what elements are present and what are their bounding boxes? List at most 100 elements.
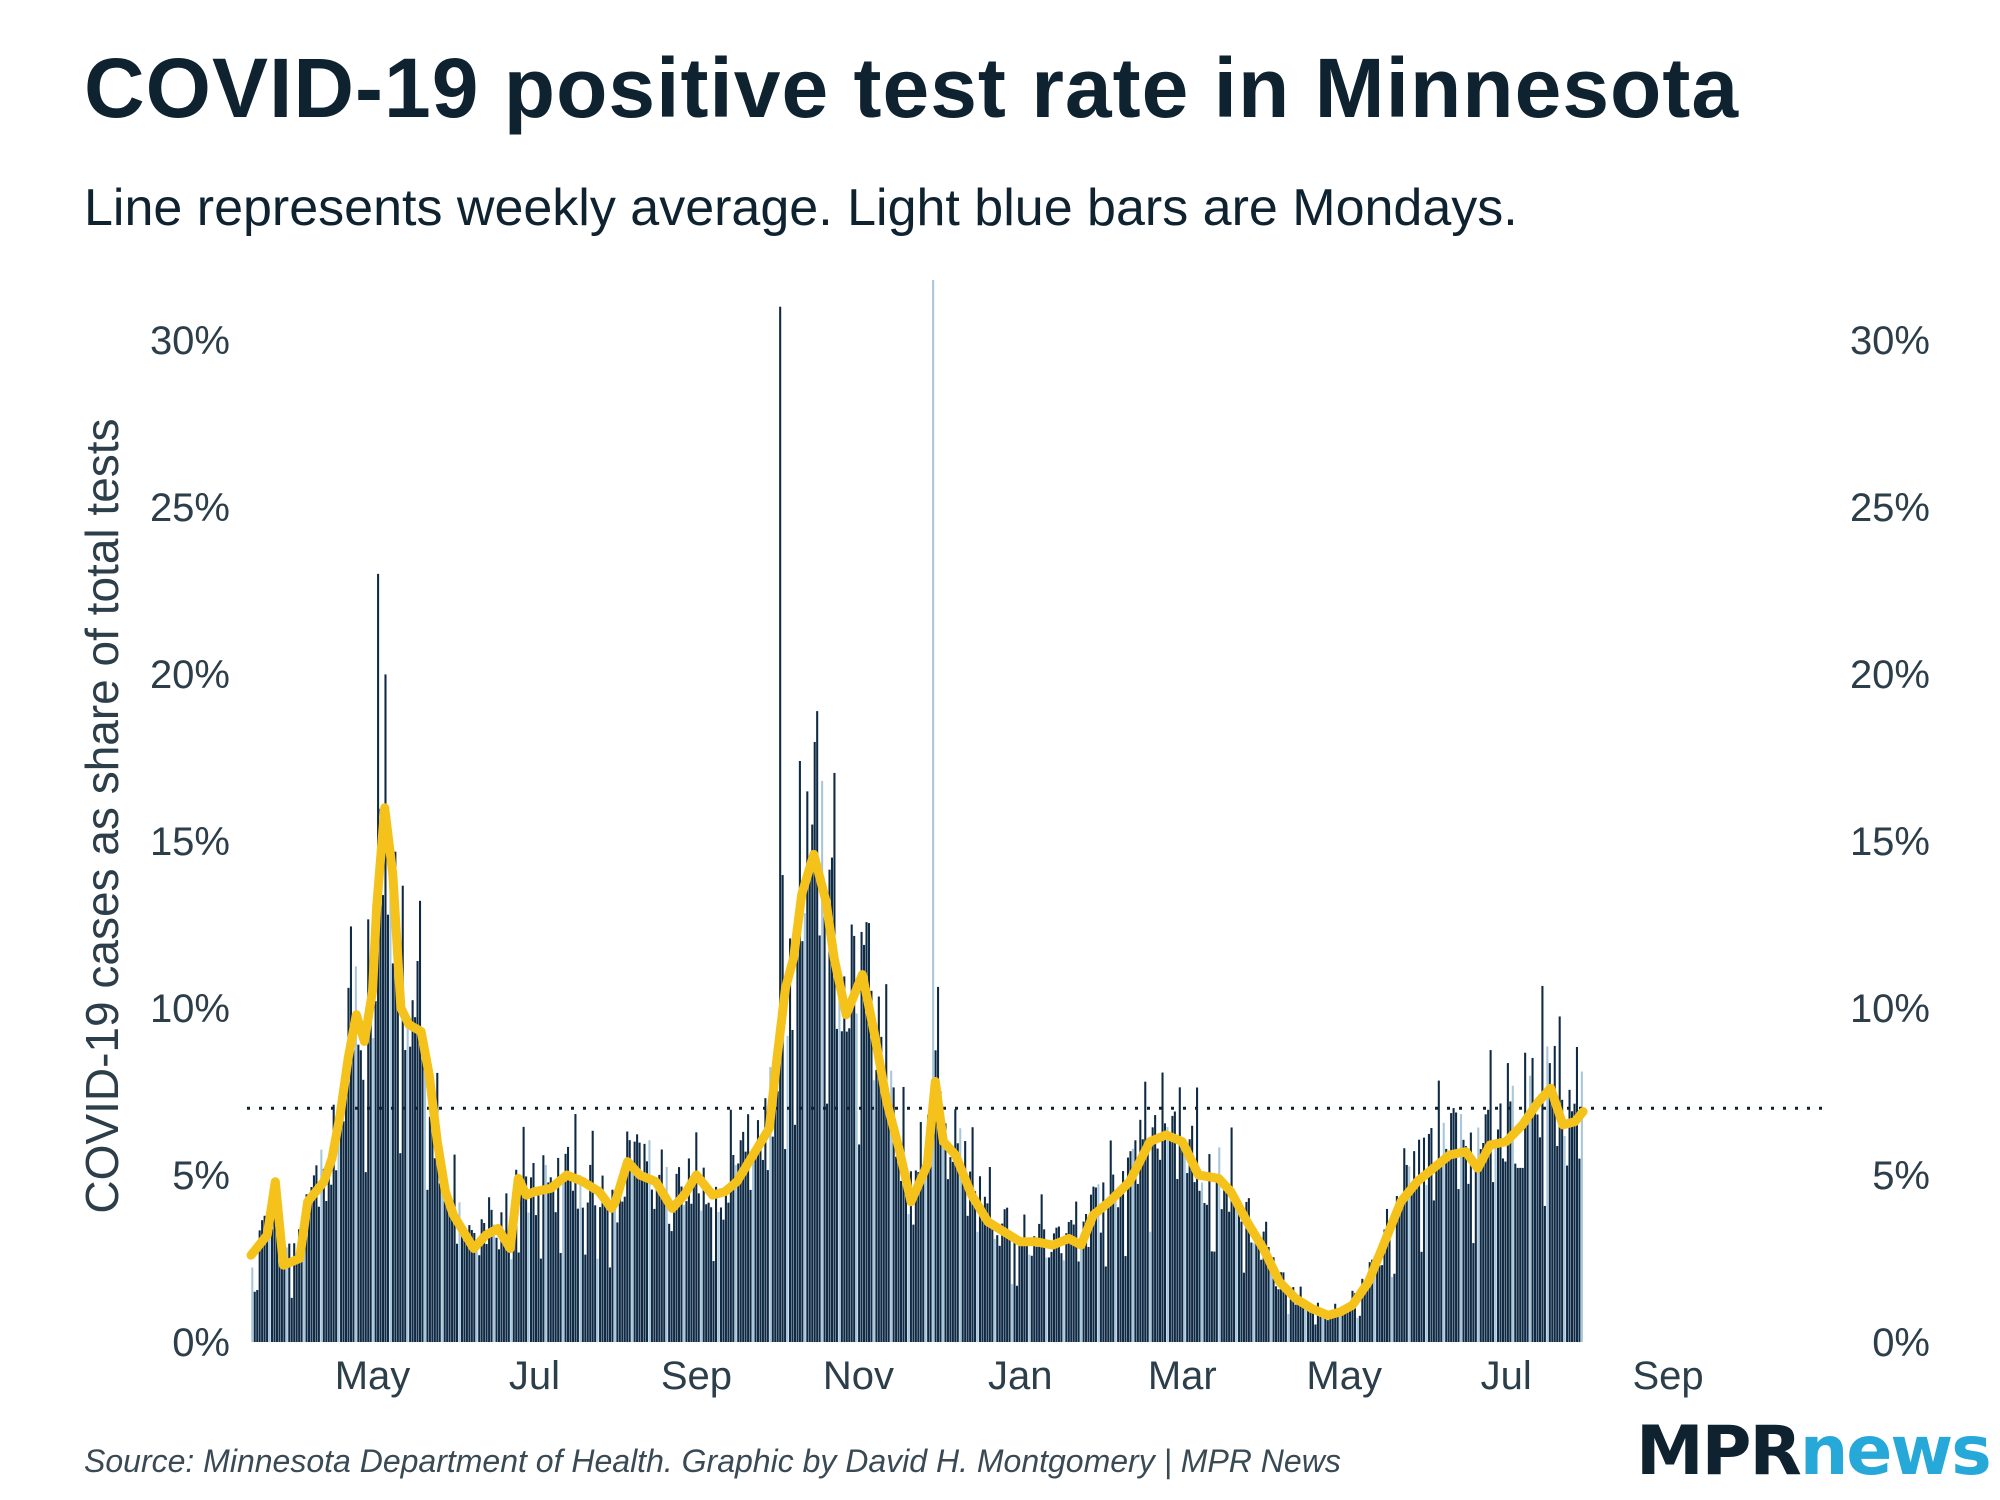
bar	[1334, 1303, 1337, 1342]
bar	[853, 935, 856, 1342]
bar	[317, 1206, 320, 1342]
bar	[1341, 1307, 1344, 1342]
bar	[690, 1203, 693, 1342]
bar	[266, 1218, 269, 1342]
bar	[1383, 1229, 1386, 1342]
bar	[816, 711, 819, 1342]
bar-monday	[855, 1013, 858, 1342]
bar	[843, 976, 846, 1342]
bar	[1109, 1140, 1112, 1342]
y-tick-label-right: 25%	[1850, 486, 1930, 530]
bar	[1223, 1179, 1226, 1342]
bar	[594, 1205, 597, 1342]
bar	[789, 938, 792, 1342]
bar	[1107, 1203, 1110, 1342]
logo-news: news	[1799, 1412, 1992, 1491]
bar	[1020, 1245, 1023, 1342]
bar	[675, 1173, 678, 1342]
bar-monday	[389, 892, 392, 1342]
bar	[1213, 1251, 1216, 1342]
bar	[1228, 1211, 1231, 1342]
bar	[1210, 1251, 1213, 1342]
bar	[724, 1195, 727, 1342]
bar	[534, 1215, 537, 1342]
bar	[455, 1243, 459, 1342]
bar	[1348, 1309, 1352, 1342]
y-tick-labels-left: 0% 5% 10% 15% 20% 25% 30%	[150, 319, 230, 1365]
bar	[636, 1134, 639, 1342]
bar-monday	[303, 1234, 306, 1342]
bar	[1371, 1259, 1374, 1342]
bar	[998, 1245, 1001, 1342]
bar	[1274, 1286, 1278, 1342]
bar	[1297, 1300, 1300, 1342]
bar	[349, 926, 352, 1342]
bar-monday	[752, 1153, 755, 1342]
bar	[391, 963, 394, 1342]
bar-monday	[872, 1080, 875, 1342]
bar	[307, 1196, 311, 1342]
bar	[1294, 1304, 1297, 1342]
bar-monday	[354, 966, 357, 1342]
bar	[798, 760, 801, 1342]
bar	[1038, 1223, 1041, 1342]
bar-monday	[337, 1109, 340, 1342]
bar	[549, 1177, 552, 1342]
bar-monday	[1252, 1243, 1255, 1342]
bar	[497, 1249, 500, 1342]
bar	[811, 824, 814, 1342]
bar	[473, 1232, 476, 1342]
bar	[1146, 1141, 1149, 1342]
bar	[470, 1229, 473, 1342]
bar	[1186, 1173, 1189, 1342]
bar	[1289, 1295, 1292, 1342]
bar	[1178, 1087, 1181, 1342]
bar	[663, 1197, 666, 1342]
bar	[670, 1231, 673, 1342]
bar	[875, 1069, 878, 1342]
bar	[574, 1114, 577, 1342]
bar	[1277, 1289, 1280, 1342]
bar-monday	[527, 1212, 530, 1342]
bar	[830, 857, 834, 1342]
bar	[697, 1193, 700, 1342]
bar	[749, 1189, 752, 1342]
bar	[626, 1131, 629, 1342]
bar-monday	[544, 1165, 547, 1342]
bar	[359, 1050, 362, 1342]
y-tick-labels-right: 0% 5% 10% 15% 20% 25% 30%	[1850, 319, 1930, 1365]
bar	[401, 885, 404, 1342]
bar	[500, 1212, 503, 1342]
bar	[964, 1141, 967, 1342]
bar	[1432, 1200, 1435, 1342]
bar-monday	[1028, 1254, 1031, 1342]
bar	[1578, 1158, 1581, 1342]
bar-monday	[1287, 1313, 1290, 1342]
bar	[934, 1050, 937, 1342]
bar	[1122, 1171, 1125, 1342]
bar	[1151, 1127, 1154, 1342]
bar	[1003, 1209, 1006, 1342]
bar-monday	[613, 1205, 616, 1342]
bar	[505, 1193, 508, 1342]
bar	[880, 1036, 883, 1342]
bar	[1008, 1231, 1011, 1342]
bar	[628, 1140, 631, 1342]
bar	[1126, 1157, 1130, 1342]
bar	[1262, 1231, 1265, 1342]
bar-monday	[959, 1128, 962, 1342]
bar	[1043, 1229, 1046, 1342]
bar	[1413, 1151, 1416, 1342]
bar	[421, 1031, 424, 1342]
bar	[448, 1211, 451, 1342]
bar	[310, 1187, 313, 1342]
bar	[1415, 1178, 1418, 1342]
bar	[991, 1222, 994, 1342]
bar	[428, 1116, 431, 1342]
bar	[645, 1161, 648, 1342]
bar	[927, 1114, 930, 1342]
bar	[806, 791, 809, 1342]
bar	[739, 1140, 742, 1342]
bar	[1134, 1140, 1137, 1342]
bar	[1075, 1201, 1078, 1342]
